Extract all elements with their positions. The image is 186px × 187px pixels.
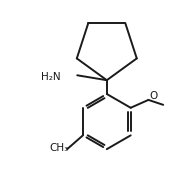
Text: H₂N: H₂N xyxy=(41,72,60,82)
Text: O: O xyxy=(149,91,158,101)
Text: CH₃: CH₃ xyxy=(50,143,69,153)
